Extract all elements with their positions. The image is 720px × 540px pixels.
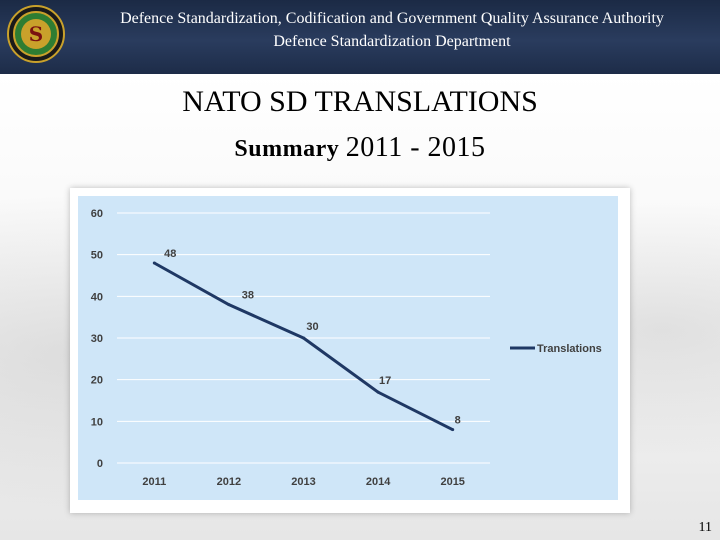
data-label: 48 xyxy=(164,248,176,260)
y-tick-label: 40 xyxy=(91,291,103,303)
y-tick-label: 0 xyxy=(97,458,103,470)
line-chart: 0 10 20 30 40 50 60 2011 2012 2013 2014 2015 48 38 30 1… xyxy=(78,196,618,500)
subtitle-prefix: Summary xyxy=(234,136,346,162)
data-point xyxy=(376,390,380,394)
y-tick-label: 60 xyxy=(91,208,103,220)
header-department-name: Defence Standardization Department xyxy=(273,33,511,50)
data-point xyxy=(302,336,305,340)
page-number: 11 xyxy=(698,520,712,535)
data-label: 17 xyxy=(379,375,391,387)
svg-text:S: S xyxy=(29,22,43,46)
y-tick-label: 50 xyxy=(91,250,103,262)
chart-frame: 0 10 20 30 40 50 60 2011 2012 2013 2014 2015 48 38 30 1… xyxy=(70,188,630,513)
x-tick-label: 2015 xyxy=(440,476,464,488)
legend-label: Translations xyxy=(537,343,602,355)
y-tick-label: 30 xyxy=(91,333,103,345)
data-point xyxy=(451,428,455,432)
x-tick-label: 2014 xyxy=(366,476,391,488)
header-authority-name: Defence Standardization, Codification an… xyxy=(120,10,664,27)
data-label: 8 xyxy=(455,415,461,427)
slide-title: NATO SD TRANSLATIONS xyxy=(182,85,538,118)
data-label: 30 xyxy=(306,321,318,333)
data-label: 38 xyxy=(242,290,254,302)
data-point xyxy=(227,303,231,307)
slide-subtitle: Summary 2011 - 2015 xyxy=(0,132,720,165)
y-tick-label: 20 xyxy=(91,375,103,387)
data-point xyxy=(152,261,156,265)
x-tick-label: 2013 xyxy=(291,476,315,488)
y-tick-label: 10 xyxy=(91,416,103,428)
x-tick-label: 2011 xyxy=(142,476,166,488)
authority-emblem-icon: S xyxy=(7,5,65,63)
subtitle-year-range: 2011 - 2015 xyxy=(345,132,486,163)
x-tick-label: 2012 xyxy=(217,476,241,488)
header-band: S Defence Standardization, Codification … xyxy=(0,0,720,80)
